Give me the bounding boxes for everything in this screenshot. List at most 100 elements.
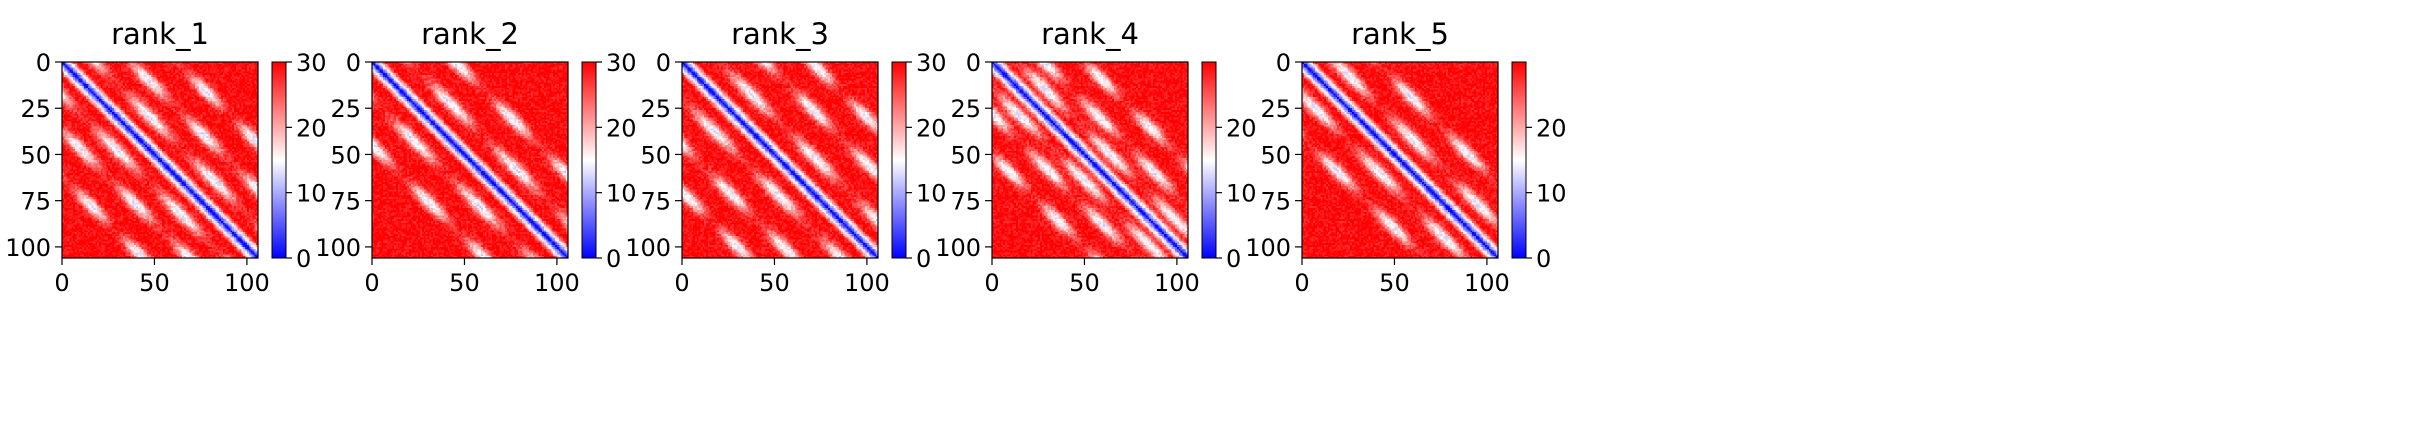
heatmap-cell [160, 68, 162, 70]
heatmap-cell [228, 88, 230, 90]
heatmap-cell [227, 88, 229, 90]
heatmap-cell [116, 84, 118, 86]
heatmap-cell [64, 82, 66, 84]
heatmap-cell [86, 103, 88, 105]
heatmap-cell [238, 73, 240, 75]
heatmap-cell [84, 77, 86, 79]
heatmap-cell [217, 108, 219, 110]
heatmap-cell [203, 75, 205, 77]
heatmap-cell [106, 86, 108, 88]
heatmap-cell [230, 93, 232, 95]
heatmap-cell [199, 79, 201, 81]
heatmap-cell [68, 88, 70, 90]
heatmap-cell [101, 79, 103, 81]
heatmap-cell [154, 86, 156, 88]
heatmap-cell [158, 69, 160, 71]
heatmap-cell [130, 66, 132, 68]
heatmap-cell [215, 99, 217, 101]
heatmap-cell [197, 68, 199, 70]
heatmap-cell [75, 97, 77, 99]
heatmap-cell [228, 86, 230, 88]
heatmap-cell [166, 86, 168, 88]
heatmap-cell [134, 106, 136, 108]
heatmap-cell [227, 95, 229, 97]
heatmap-cell [134, 103, 136, 105]
heatmap-cell [238, 92, 240, 94]
heatmap-cell [195, 106, 197, 108]
heatmap-cell [225, 106, 227, 108]
heatmap-cell [142, 77, 144, 79]
heatmap-cell [167, 71, 169, 73]
heatmap-cell [145, 97, 147, 99]
heatmap-cell [162, 82, 164, 84]
heatmap-cell [178, 97, 180, 99]
heatmap-cell [97, 73, 99, 75]
heatmap-cell [69, 66, 71, 68]
heatmap-cell [108, 92, 110, 94]
heatmap-cell [160, 73, 162, 75]
heatmap-cell [249, 92, 251, 94]
heatmap-cell [105, 69, 107, 71]
heatmap-cell [204, 66, 206, 68]
heatmap-cell [180, 103, 182, 105]
heatmap-cell [112, 99, 114, 101]
heatmap-cell [212, 82, 214, 84]
heatmap-cell [80, 88, 82, 90]
heatmap-cell [97, 108, 99, 110]
heatmap-cell [243, 79, 245, 81]
heatmap-cell [130, 82, 132, 84]
heatmap-cell [160, 97, 162, 99]
heatmap-cell [129, 73, 131, 75]
heatmap-cell [149, 66, 151, 68]
heatmap-cell [75, 84, 77, 86]
heatmap-cell [191, 77, 193, 79]
heatmap-cell [154, 99, 156, 101]
heatmap-cell [132, 95, 134, 97]
heatmap-cell [227, 92, 229, 94]
heatmap-cell [93, 90, 95, 92]
heatmap-cell [254, 86, 256, 88]
heatmap-cell [92, 73, 94, 75]
heatmap-cell [201, 66, 203, 68]
heatmap-cell [73, 68, 75, 70]
heatmap-cell [240, 66, 242, 68]
heatmap-cell [64, 108, 66, 110]
heatmap-cell [125, 95, 127, 97]
heatmap-cell [227, 73, 229, 75]
heatmap-cell [129, 108, 131, 110]
heatmap-cell [127, 68, 129, 70]
heatmap-cell [77, 73, 79, 75]
heatmap-cell [210, 80, 212, 82]
heatmap-cell [234, 95, 236, 97]
heatmap-cell [103, 92, 105, 94]
heatmap-cell [247, 93, 249, 95]
heatmap-cell [140, 79, 142, 81]
heatmap-cell [203, 66, 205, 68]
heatmap-cell [212, 105, 214, 107]
heatmap-cell [129, 93, 131, 95]
heatmap-cell [73, 80, 75, 82]
heatmap-cell [212, 79, 214, 81]
heatmap-cell [171, 92, 173, 94]
heatmap-cell [88, 97, 90, 99]
heatmap-cell [219, 93, 221, 95]
heatmap-cell [114, 82, 116, 84]
heatmap-cell [79, 99, 81, 101]
heatmap-cell [227, 77, 229, 79]
heatmap-cell [66, 64, 68, 66]
heatmap-cell [180, 92, 182, 94]
heatmap-cell [186, 77, 188, 79]
heatmap-cell [182, 77, 184, 79]
heatmap-cell [234, 82, 236, 84]
heatmap-cell [80, 101, 82, 103]
heatmap-cell [177, 71, 179, 73]
heatmap-cell [221, 80, 223, 82]
heatmap-cell [208, 93, 210, 95]
heatmap-cell [82, 86, 84, 88]
heatmap-cell [90, 68, 92, 70]
heatmap-cell [64, 69, 66, 71]
heatmap-cell [199, 101, 201, 103]
heatmap-cell [230, 103, 232, 105]
heatmap-cell [82, 88, 84, 90]
heatmap-cell [86, 108, 88, 110]
